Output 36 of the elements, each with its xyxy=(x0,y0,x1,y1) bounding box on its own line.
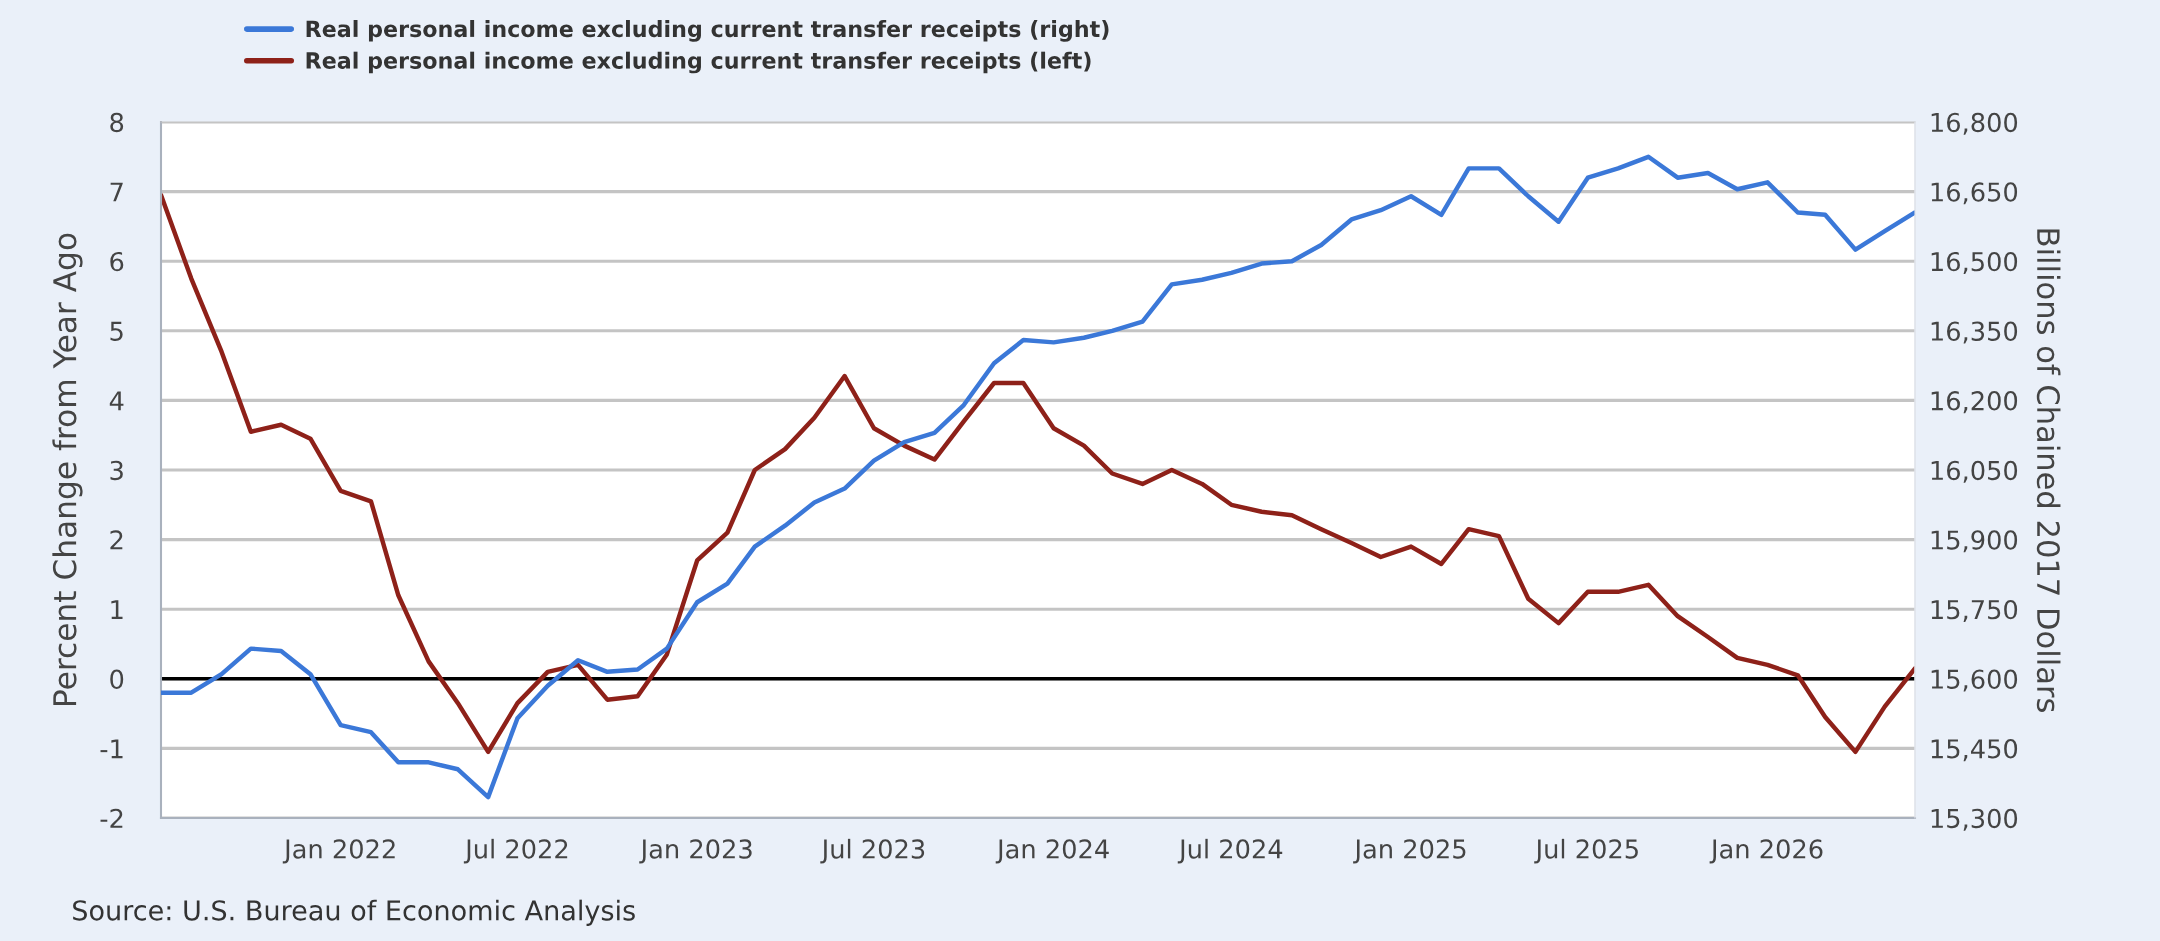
x-tick-label: Jul 2023 xyxy=(820,838,925,864)
y-tick-label: 4 xyxy=(109,391,124,411)
y-tick-label: 1 xyxy=(111,600,123,619)
y-tick-label: 6 xyxy=(110,251,124,272)
y-tick-label: 8 xyxy=(110,112,124,133)
x-tick-label: Jan 2026 xyxy=(1709,839,1823,864)
y2-tick-label: 15,750 xyxy=(1931,599,2018,622)
y2-tick-label: 15,900 xyxy=(1931,530,2018,553)
source-note: Source: U.S. Bureau of Economic Analysis xyxy=(73,899,635,926)
y-axis-title: Percent Change from Year Ago xyxy=(52,233,83,705)
legend-label: Real personal income excluding current transfer receipts (right) xyxy=(306,20,1109,42)
y2-tick-label: 16,050 xyxy=(1931,460,2018,483)
y-tick-label: 3 xyxy=(110,460,123,481)
x-tick-label: Jan 2022 xyxy=(282,839,395,864)
x-tick-label: Jan 2024 xyxy=(995,839,1109,864)
y-tick-label: -2 xyxy=(100,808,123,828)
x-tick-label: Jan 2023 xyxy=(639,839,752,864)
y2-tick-label: 15,600 xyxy=(1931,669,2018,692)
y2-tick-label: 16,350 xyxy=(1931,321,2018,344)
x-tick-label: Jul 2025 xyxy=(1534,838,1638,864)
y2-tick-label: 16,500 xyxy=(1931,251,2018,274)
x-tick-label: Jan 2025 xyxy=(1353,839,1466,864)
y2-tick-label: 16,800 xyxy=(1931,112,2018,135)
y-tick-label: 2 xyxy=(110,530,123,550)
y2-tick-label: 16,200 xyxy=(1931,391,2018,414)
legend-label: Real personal income excluding current transfer receipts (left) xyxy=(306,51,1091,74)
y2-tick-label: 15,300 xyxy=(1931,808,2018,831)
y2-tick-label: 15,450 xyxy=(1931,739,2018,762)
y-tick-label: 5 xyxy=(110,321,123,341)
y2-axis-title: Billions of Chained 2017 Dollars xyxy=(2036,229,2061,712)
x-tick-label: Jul 2024 xyxy=(1177,838,1283,864)
y-tick-label: 7 xyxy=(110,182,123,202)
y2-tick-label: 16,650 xyxy=(1931,182,2018,205)
y-tick-label: -1 xyxy=(100,739,123,759)
x-tick-label: Jul 2022 xyxy=(463,838,568,864)
y-tick-label: 0 xyxy=(110,669,124,689)
